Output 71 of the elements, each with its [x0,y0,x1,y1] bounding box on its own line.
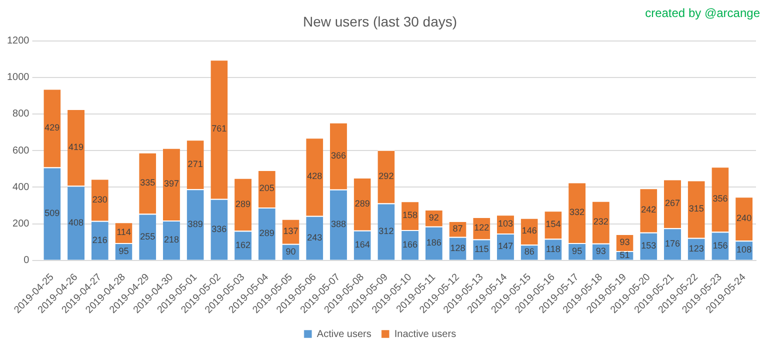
data-label: 122 [474,222,490,233]
data-label: 292 [378,171,394,182]
data-label: 408 [68,217,84,228]
data-label: 118 [546,244,560,254]
data-label: 186 [426,238,442,248]
y-tick-label: 0 [24,255,30,266]
data-label: 332 [570,207,585,218]
data-label: 216 [92,234,108,245]
data-label: 93 [620,236,630,247]
data-label: 289 [236,198,251,209]
data-label: 428 [307,171,322,182]
data-label: 103 [498,218,513,229]
data-label: 166 [402,239,418,250]
data-label: 289 [259,228,274,238]
data-label: 162 [236,240,251,250]
data-label: 243 [307,232,322,242]
data-label: 419 [68,142,84,152]
data-label: 315 [688,204,704,214]
data-label: 336 [212,224,227,234]
data-label: 205 [259,183,274,194]
data-label: 123 [688,243,704,254]
data-label: 154 [546,219,561,230]
data-label: 137 [283,226,298,236]
data-label: 92 [428,212,439,222]
data-label: 95 [572,246,582,256]
chart-title: New users (last 30 days) [302,13,458,30]
data-label: 335 [140,178,156,188]
data-label: 271 [188,158,203,169]
data-label: 397 [164,178,179,189]
y-tick-label: 1000 [6,72,30,84]
data-label: 312 [378,226,394,236]
data-label: 147 [498,241,513,252]
data-label: 164 [354,240,370,250]
data-label: 114 [116,227,131,238]
data-label: 153 [641,240,656,251]
data-label: 230 [92,194,108,204]
data-label: 242 [641,204,656,215]
data-label: 108 [736,244,752,255]
data-label: 389 [188,218,203,229]
data-label: 128 [450,242,466,253]
text: created by @arcange [645,6,760,20]
data-label: 429 [44,122,60,132]
y-tick-label: 800 [12,108,30,120]
data-label: 232 [593,216,608,227]
data-label: 95 [118,246,129,256]
data-label: 93 [596,246,606,256]
data-label: 509 [44,208,60,218]
data-label: 761 [212,124,227,134]
data-label: 87 [452,223,463,234]
data-label: 366 [330,150,346,160]
data-label: 218 [164,234,179,245]
y-tick-label: 600 [12,145,30,156]
data-label: 146 [522,226,537,236]
data-label: 115 [474,244,489,254]
data-label: 240 [736,213,752,224]
data-label: 156 [712,240,728,250]
y-tick-label: 200 [12,218,30,230]
data-label: 356 [712,194,728,204]
data-label: 267 [664,198,680,208]
data-label: 388 [330,219,346,230]
data-label: 51 [620,250,630,260]
data-label: 90 [286,246,296,256]
y-tick-label: 1200 [6,36,30,47]
data-label: 86 [524,246,534,257]
legend-label: Active users [316,328,372,340]
data-label: 289 [354,198,370,208]
legend-label: Inactive users [394,328,456,340]
y-tick-label: 400 [12,182,30,193]
data-label: 176 [664,238,680,248]
data-label: 255 [140,231,156,242]
data-label: 158 [402,210,418,220]
